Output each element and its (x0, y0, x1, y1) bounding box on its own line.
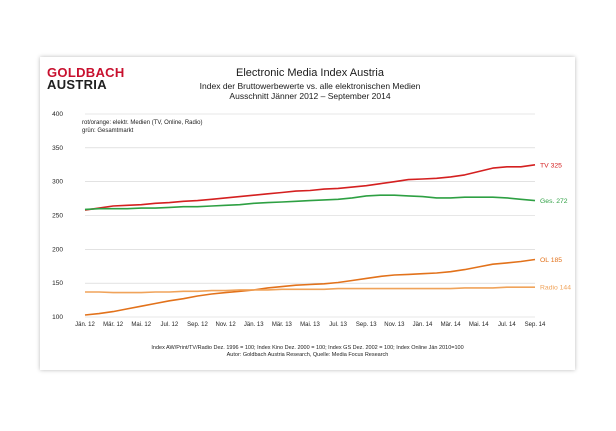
x-axis-ticks: Jän. 12 Mär. 12 Mai. 12 Jul. 12 Sep. 12 Nov. … (75, 322, 546, 328)
x-tick-label-9: Jul. 13 (329, 322, 347, 328)
x-tick-label-10: Sep. 13 (356, 322, 377, 328)
chart-annotations: rot/orange: elektr. Medien (TV, Online, … (82, 120, 203, 134)
chart-subtitle-1: Index der Bruttowerbewerte vs. alle elek… (199, 81, 421, 91)
x-tick-label-13: Mär. 14 (441, 322, 462, 328)
chart-subtitle-2: Ausschnitt Jänner 2012 – September 2014 (229, 91, 391, 101)
end-label-ges: Ges. 272 (540, 198, 568, 205)
y-tick-label-300: 300 (52, 179, 63, 186)
footnote-source: Autor: Goldbach Austria Research, Quelle… (226, 352, 389, 358)
y-tick-label-150: 150 (52, 280, 63, 287)
end-label-radio: Radio 144 (540, 285, 571, 292)
chart-title: Electronic Media Index Austria (236, 67, 384, 79)
x-tick-label-16: Sep. 14 (525, 322, 546, 328)
y-axis-ticks: 100 150 200 250 300 350 400 (52, 111, 63, 321)
x-tick-label-7: Mär. 13 (272, 322, 293, 328)
logo-line-1: GOLDBACH (47, 65, 125, 80)
x-tick-label-2: Mai. 12 (131, 322, 151, 328)
series-lines (84, 164, 536, 316)
x-tick-label-5: Nov. 12 (216, 322, 237, 328)
x-tick-label-8: Mai. 13 (300, 322, 320, 328)
end-label-ol: OL 185 (540, 257, 562, 264)
x-tick-label-4: Sep. 12 (187, 322, 208, 328)
x-tick-label-6: Jän. 13 (244, 322, 264, 328)
y-tick-label-400: 400 (52, 111, 63, 118)
x-tick-label-3: Jul. 12 (161, 322, 179, 328)
annotation-1: grün: Gesamtmarkt (82, 128, 134, 134)
x-tick-label-12: Jän. 14 (413, 322, 433, 328)
x-tick-label-15: Jul. 14 (498, 322, 516, 328)
x-tick-label-14: Mai. 14 (469, 322, 489, 328)
annotation-0: rot/orange: elektr. Medien (TV, Online, … (82, 120, 203, 126)
y-tick-label-250: 250 (52, 213, 63, 220)
x-tick-label-1: Mär. 12 (103, 322, 124, 328)
y-tick-label-200: 200 (52, 246, 63, 253)
series-line-ol (84, 258, 536, 316)
goldbach-austria-logo: GOLDBACH AUSTRIA (47, 65, 125, 92)
x-tick-label-0: Jän. 12 (75, 322, 95, 328)
y-tick-label-100: 100 (52, 314, 63, 321)
series-line-ges (84, 194, 536, 211)
series-line-tv (84, 164, 536, 211)
end-label-tv: TV 325 (540, 162, 562, 169)
series-line-radio (85, 286, 535, 294)
logo-line-2: AUSTRIA (47, 77, 107, 92)
grid-lines (85, 113, 535, 318)
x-tick-label-11: Nov. 13 (384, 322, 405, 328)
series-end-labels: TV 325 Ges. 272 OL 185 Radio 144 (540, 162, 571, 291)
footnote-index-basis: Index AW/Print/TV/Radio Dez. 1996 = 100;… (151, 345, 464, 351)
chart-slide: GOLDBACH AUSTRIA Electronic Media Index … (40, 57, 575, 370)
y-tick-label-350: 350 (52, 145, 63, 152)
line-chart: 100 150 200 250 300 350 400 Jän. 12 Mär. 12 Mai.… (52, 111, 571, 328)
